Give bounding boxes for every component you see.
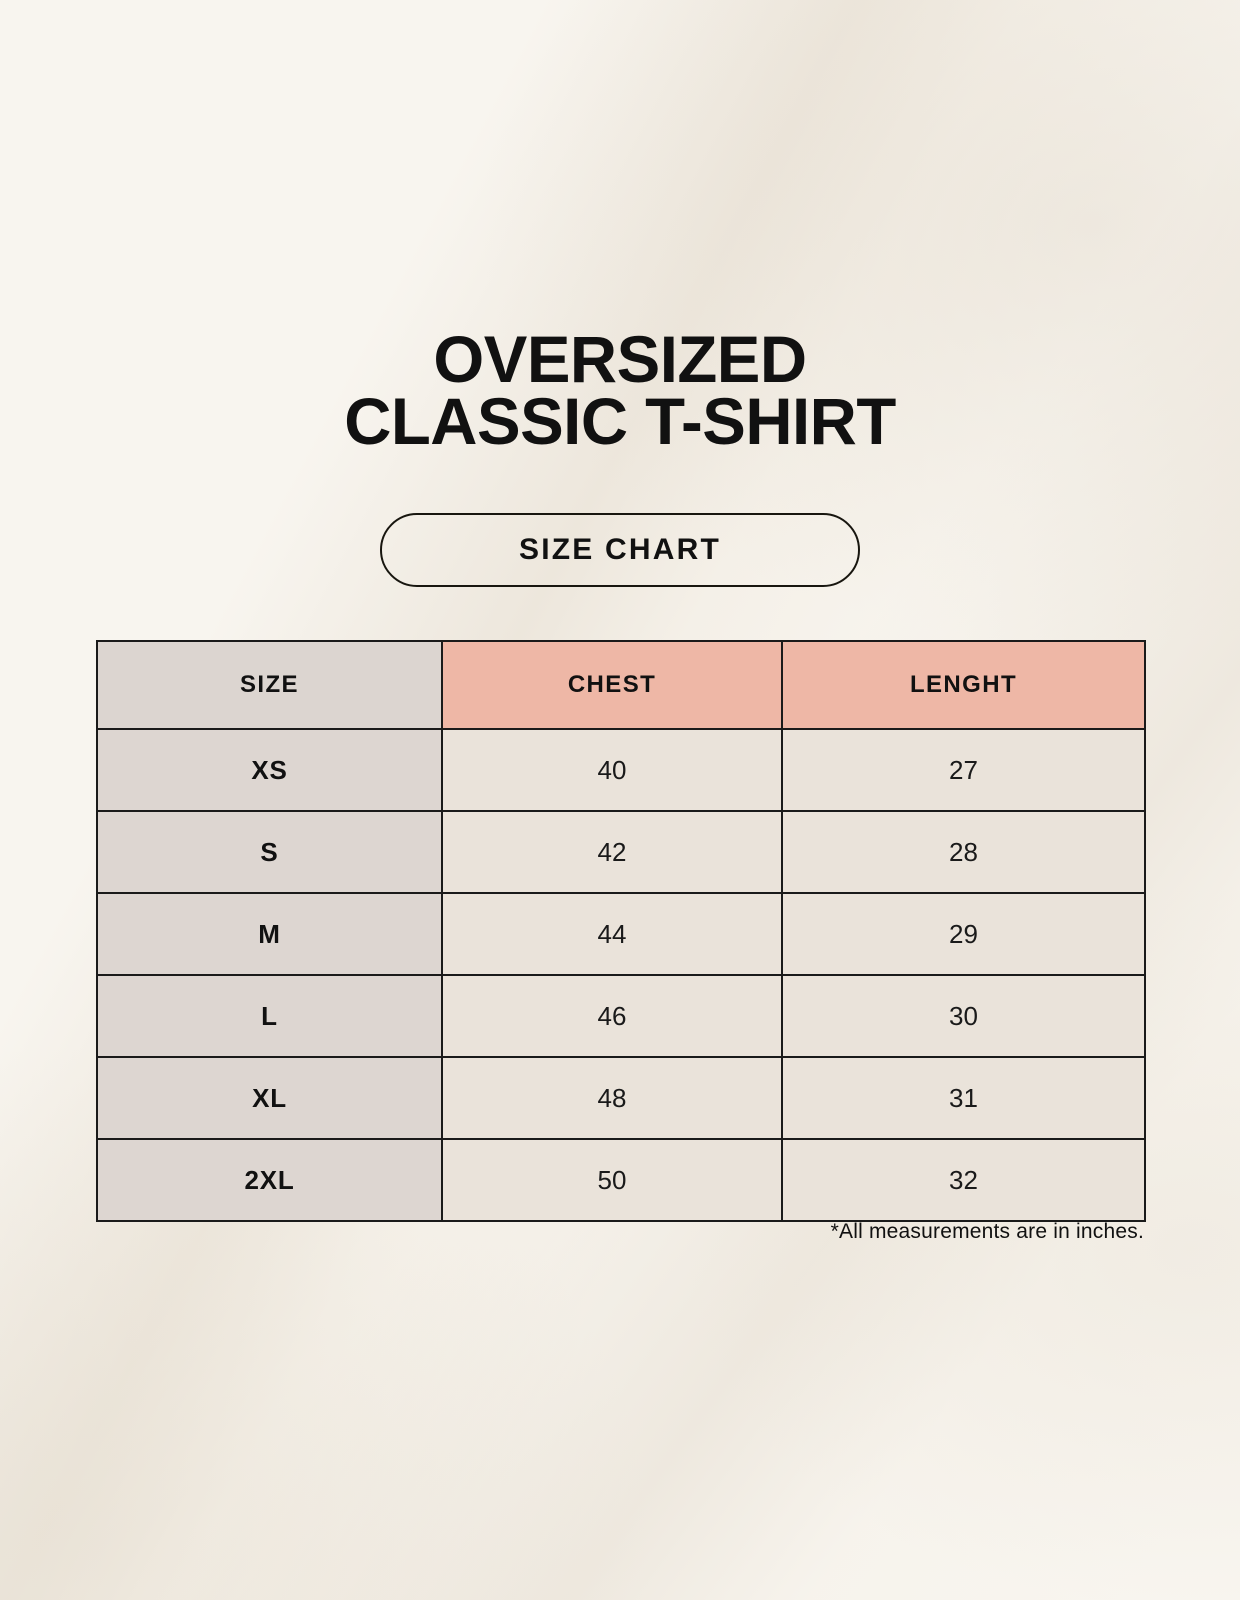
measurements-footnote: *All measurements are in inches. — [830, 1220, 1144, 1243]
size-table: SIZE CHEST LENGHT XS 40 27 S 42 28 M — [96, 640, 1146, 1222]
table-row: 2XL 50 32 — [96, 1138, 1146, 1222]
cell-size: XS — [96, 728, 443, 812]
size-chart-badge-wrapper: SIZE CHART — [0, 513, 1240, 587]
size-table-body: XS 40 27 S 42 28 M 44 29 L 46 30 — [96, 728, 1146, 1222]
size-table-container: SIZE CHEST LENGHT XS 40 27 S 42 28 M — [96, 640, 1146, 1222]
size-chart-badge: SIZE CHART — [380, 513, 860, 587]
size-chart-badge-label: SIZE CHART — [519, 533, 721, 566]
cell-chest: 46 — [441, 974, 783, 1058]
column-header-chest: CHEST — [441, 640, 783, 730]
cell-length: 32 — [781, 1138, 1146, 1222]
cell-chest: 40 — [441, 728, 783, 812]
table-row: XS 40 27 — [96, 728, 1146, 812]
table-row: S 42 28 — [96, 810, 1146, 894]
table-row: L 46 30 — [96, 974, 1146, 1058]
cell-size: XL — [96, 1056, 443, 1140]
table-row: M 44 29 — [96, 892, 1146, 976]
title-line-product: OVERSIZED — [433, 322, 807, 396]
cell-length: 27 — [781, 728, 1146, 812]
cell-length: 29 — [781, 892, 1146, 976]
cell-size: L — [96, 974, 443, 1058]
table-row: XL 48 31 — [96, 1056, 1146, 1140]
cell-size: 2XL — [96, 1138, 443, 1222]
cell-chest: 48 — [441, 1056, 783, 1140]
cell-length: 31 — [781, 1056, 1146, 1140]
title-line-style: CLASSIC T-SHIRT — [344, 384, 896, 458]
cell-size: S — [96, 810, 443, 894]
cell-length: 30 — [781, 974, 1146, 1058]
cell-chest: 42 — [441, 810, 783, 894]
size-table-head: SIZE CHEST LENGHT — [96, 640, 1146, 730]
column-header-length: LENGHT — [781, 640, 1146, 730]
page-title: OVERSIZED CLASSIC T-SHIRT — [0, 322, 1240, 458]
cell-chest: 50 — [441, 1138, 783, 1222]
cell-length: 28 — [781, 810, 1146, 894]
table-header-row: SIZE CHEST LENGHT — [96, 640, 1146, 730]
cell-size: M — [96, 892, 443, 976]
column-header-size: SIZE — [96, 640, 443, 730]
cell-chest: 44 — [441, 892, 783, 976]
